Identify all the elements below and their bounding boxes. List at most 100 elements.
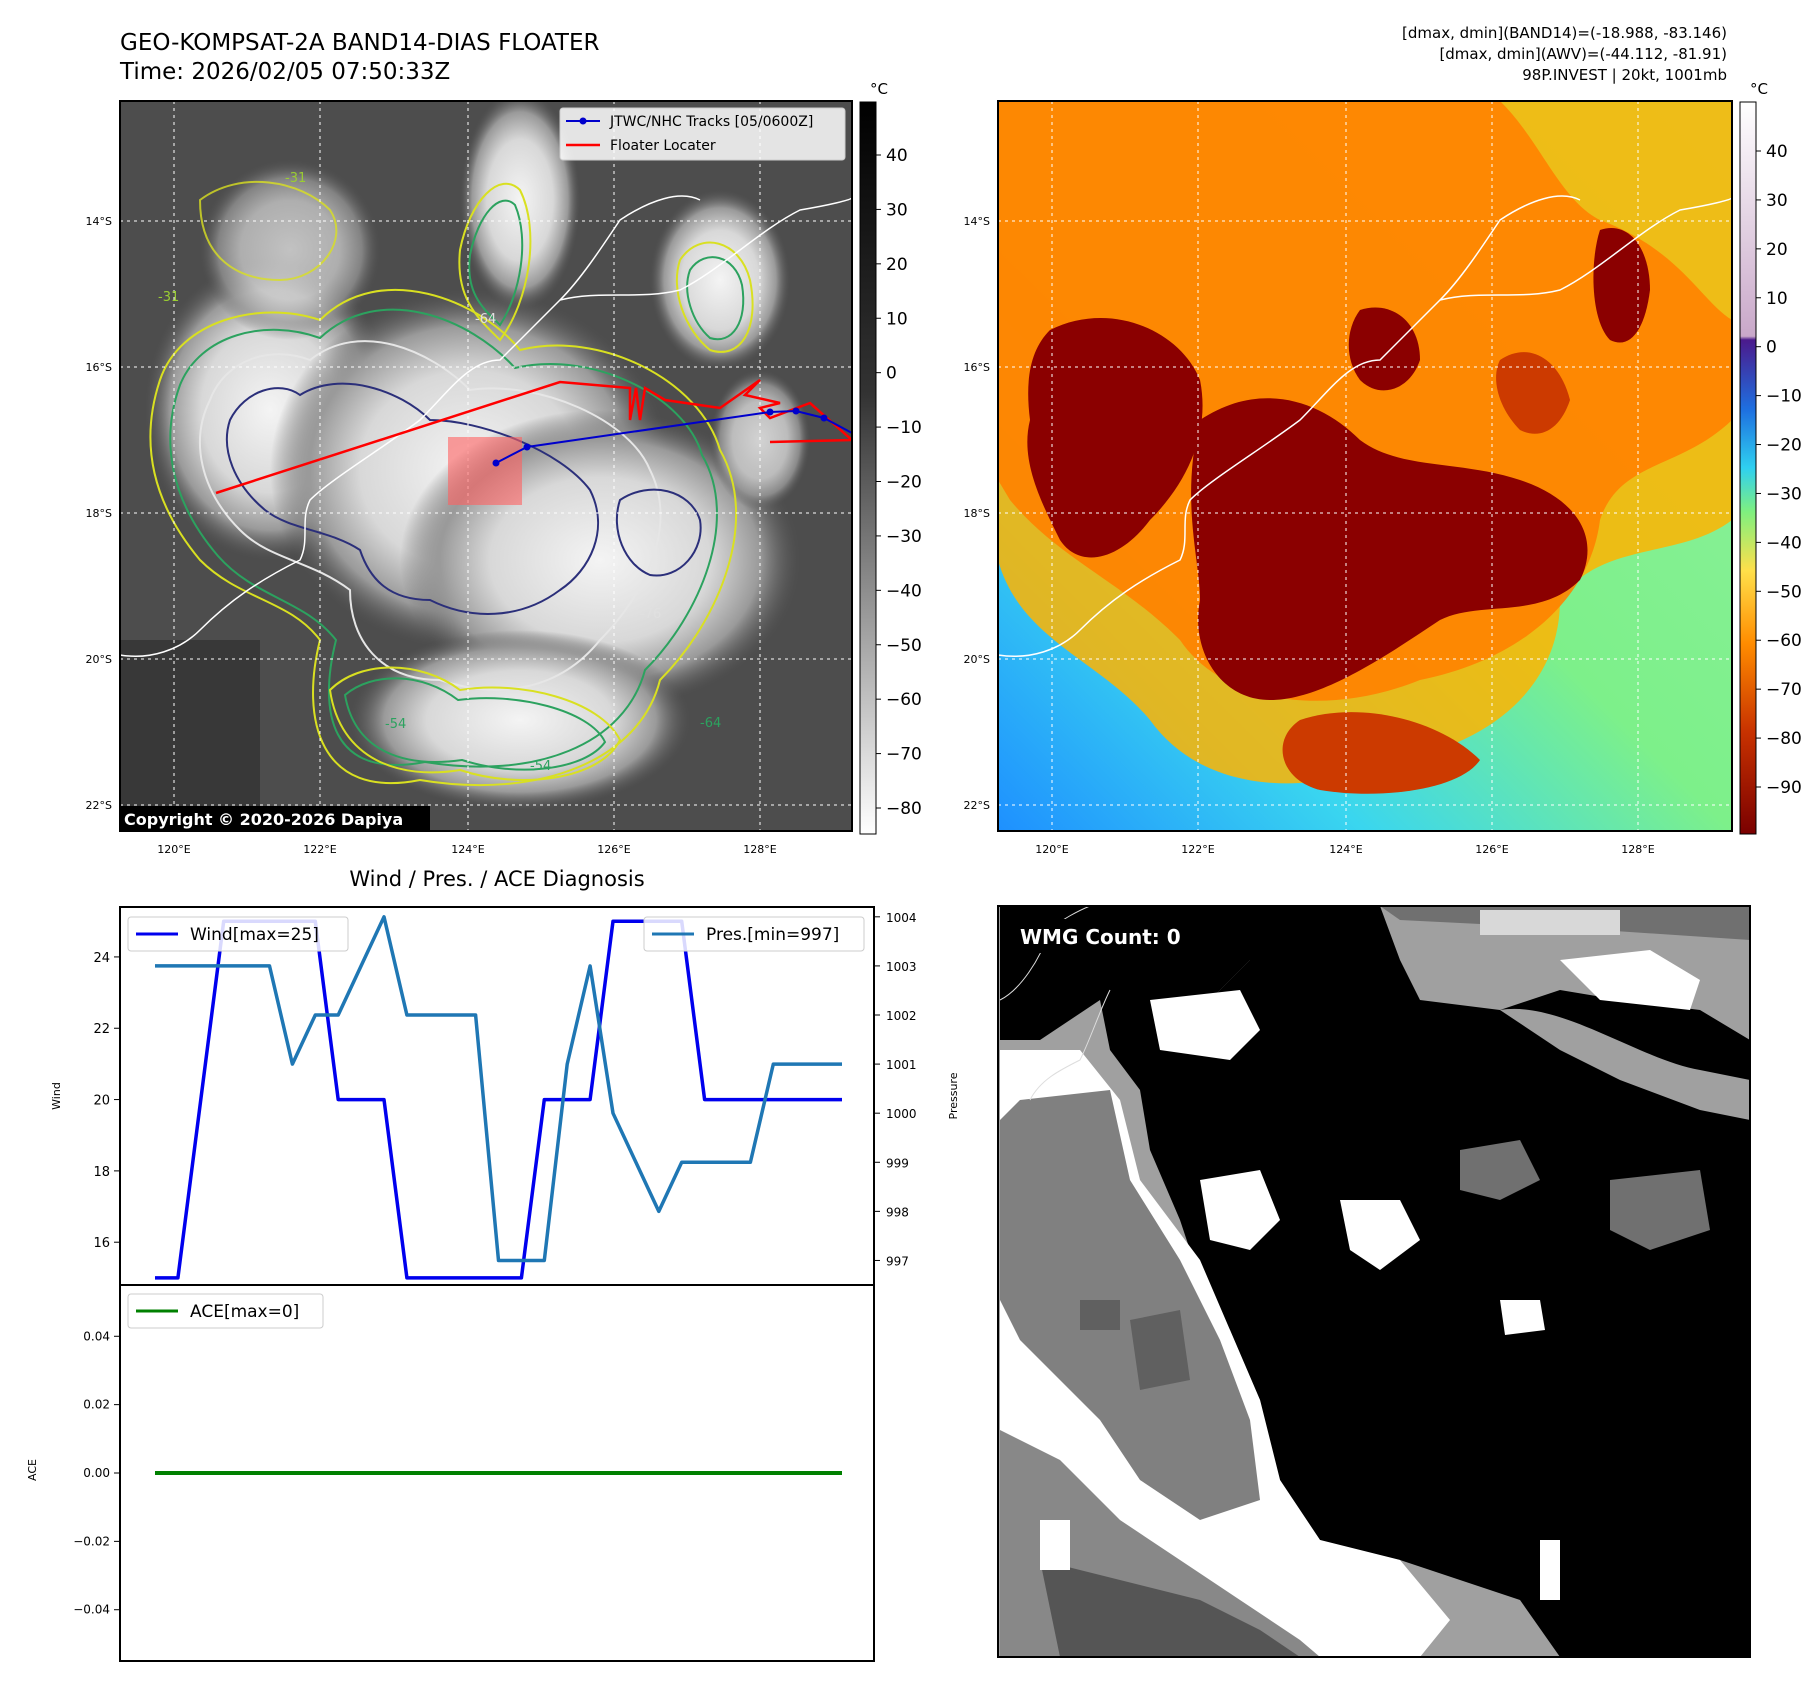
ir-legend: JTWC/NHC Tracks [05/0600Z] Floater Locat… [559,107,846,161]
awv-map-frame [997,100,1733,832]
legend-jtwc-tracks: JTWC/NHC Tracks [05/0600Z] [609,114,813,130]
colorbar-tick-label: 30 [886,200,908,220]
wind-tick-label: 24 [93,951,110,966]
jtwc-track-line [495,409,852,464]
colorbar-tick-label: −40 [1766,533,1802,553]
awv-lat-labels: 14°S 16°S 18°S 20°S 22°S [964,215,990,812]
pressure-tick-label: 999 [886,1156,909,1170]
colorbar-tick-label: −20 [1766,436,1802,456]
wmg-blocks [1000,906,1750,1657]
colorbar-tick-label: 40 [1766,142,1788,162]
lat-label: 20°S [86,653,112,666]
awv-colorbar: °C 40 30 20 10 0 −10 −20 −30 −40 −50 −60 −70 −80 −90 [1739,80,1802,835]
colorbar-tick-label: −90 [1766,778,1802,798]
wind-pressure-chart: Wind Pressure 16 18 20 22 24 997 998 999 1000 10… [50,906,960,1286]
copyright-text: Copyright © 2020-2026 Dapiya [124,810,403,829]
colorbar-tick-label: −30 [886,527,922,547]
wmg-panel: WMG Count: 0 [997,905,1751,1658]
ir-map-panel: -31 -64 -54 -54 -64 -76 -31 JTWC/NHC Tra… [86,80,922,856]
wind-axis-label: Wind [50,1082,63,1110]
ace-tick-label: −0.04 [73,1603,110,1617]
wind-legend-label: Wind[max=25] [190,925,319,945]
colorbar-tick-label: −10 [886,418,922,438]
colorbar-tick-label: 0 [1766,338,1777,358]
lat-label: 16°S [964,361,990,374]
lon-label: 122°E [1181,843,1214,856]
colorbar-unit: °C [1750,80,1768,98]
colorbar-tick-label: 10 [1766,289,1788,309]
colorbar-tick-label: −80 [1766,729,1802,749]
lon-label: 124°E [1329,843,1362,856]
lon-label: 124°E [451,843,484,856]
awv-coastline [998,195,1732,657]
lon-label: 120°E [157,843,190,856]
ace-legend-label: ACE[max=0] [190,1302,299,1322]
floater-locater-line [215,378,852,495]
contour-label: -31 [158,290,179,305]
colorbar-tick-label: 20 [886,255,908,275]
wind-tick-label: 16 [93,1236,110,1251]
lat-label: 22°S [86,799,112,812]
lon-label: 126°E [1475,843,1508,856]
colorbar-unit: °C [870,80,888,98]
colorbar-tick-label: −40 [886,581,922,601]
ace-tick-label: 0.00 [83,1466,110,1480]
pressure-tick-label: 1004 [886,911,917,925]
jtwc-track-points [492,407,828,467]
pressure-tick-label: 1001 [886,1058,917,1072]
lon-label: 122°E [303,843,336,856]
awv-gridlines [998,101,1732,831]
wind-tick-label: 22 [93,1022,110,1037]
colorbar-tick-label: 10 [886,309,908,329]
wind-legend: Wind[max=25] [127,916,349,952]
wmg-count-badge [1010,919,1192,953]
legend-floater-locater: Floater Locater [610,138,716,154]
ir-coastline [120,195,852,657]
contour-label: -54 [385,717,406,732]
colorbar-tick-label: −50 [886,636,922,656]
figure-time: Time: 2026/02/05 07:50:33Z [119,59,450,85]
copyright-badge: Copyright © 2020-2026 Dapiya [120,806,430,831]
pressure-legend: Pres.[min=997] [643,916,865,952]
colorbar-tick-label: −20 [886,473,922,493]
figure-title: GEO-KOMPSAT-2A BAND14-DIAS FLOATER [120,30,600,56]
pressure-tick-label: 998 [886,1205,909,1219]
info-band14: [dmax, dmin](BAND14)=(-18.988, -83.146) [1402,24,1727,42]
lon-label: 126°E [597,843,630,856]
lon-label: 120°E [1035,843,1068,856]
contour-label: -31 [285,171,306,186]
ir-lat-labels: 14°S 16°S 18°S 20°S 22°S [86,215,112,812]
ace-tick-label: 0.02 [83,1398,110,1412]
contour-label: -64 [475,312,496,327]
colorbar-tick-label: −70 [886,745,922,765]
awv-lon-labels: 120°E 122°E 124°E 126°E 128°E [1035,843,1654,856]
wmg-frame [997,905,1751,1658]
lat-label: 16°S [86,361,112,374]
pressure-tick-label: 997 [886,1254,909,1268]
ace-tick-label: 0.04 [83,1329,110,1343]
info-storm: 98P.INVEST | 20kt, 1001mb [1522,66,1727,84]
ir-contours [149,180,754,787]
colorbar-tick-label: −60 [886,690,922,710]
wind-pressure-frame [119,906,875,1286]
ace-legend: ACE[max=0] [127,1293,324,1329]
awv-moisture-field [998,101,1732,794]
ir-lon-labels: 120°E 122°E 124°E 126°E 128°E [157,843,776,856]
colorbar-tick-label: 40 [886,146,908,166]
wmg-count-label: WMG Count: 0 [1020,925,1181,949]
colorbar-tick-label: −80 [886,799,922,819]
ir-colorbar: °C 40 30 20 10 0 −10 −20 −30 −40 −50 −60 −70 −80 [859,80,922,835]
contour-label: -64 [700,716,721,731]
contour-label: -76 [640,607,661,622]
pressure-axis-label: Pressure [947,1072,960,1119]
lat-label: 22°S [964,799,990,812]
lat-label: 14°S [964,215,990,228]
colorbar-tick-label: −30 [1766,484,1802,504]
colorbar-tick-label: 20 [1766,240,1788,260]
ir-map-frame [119,100,853,832]
contour-label: -54 [530,759,551,774]
lon-label: 128°E [1621,843,1654,856]
pressure-tick-label: 1002 [886,1009,917,1023]
colorbar-tick-label: −70 [1766,680,1802,700]
